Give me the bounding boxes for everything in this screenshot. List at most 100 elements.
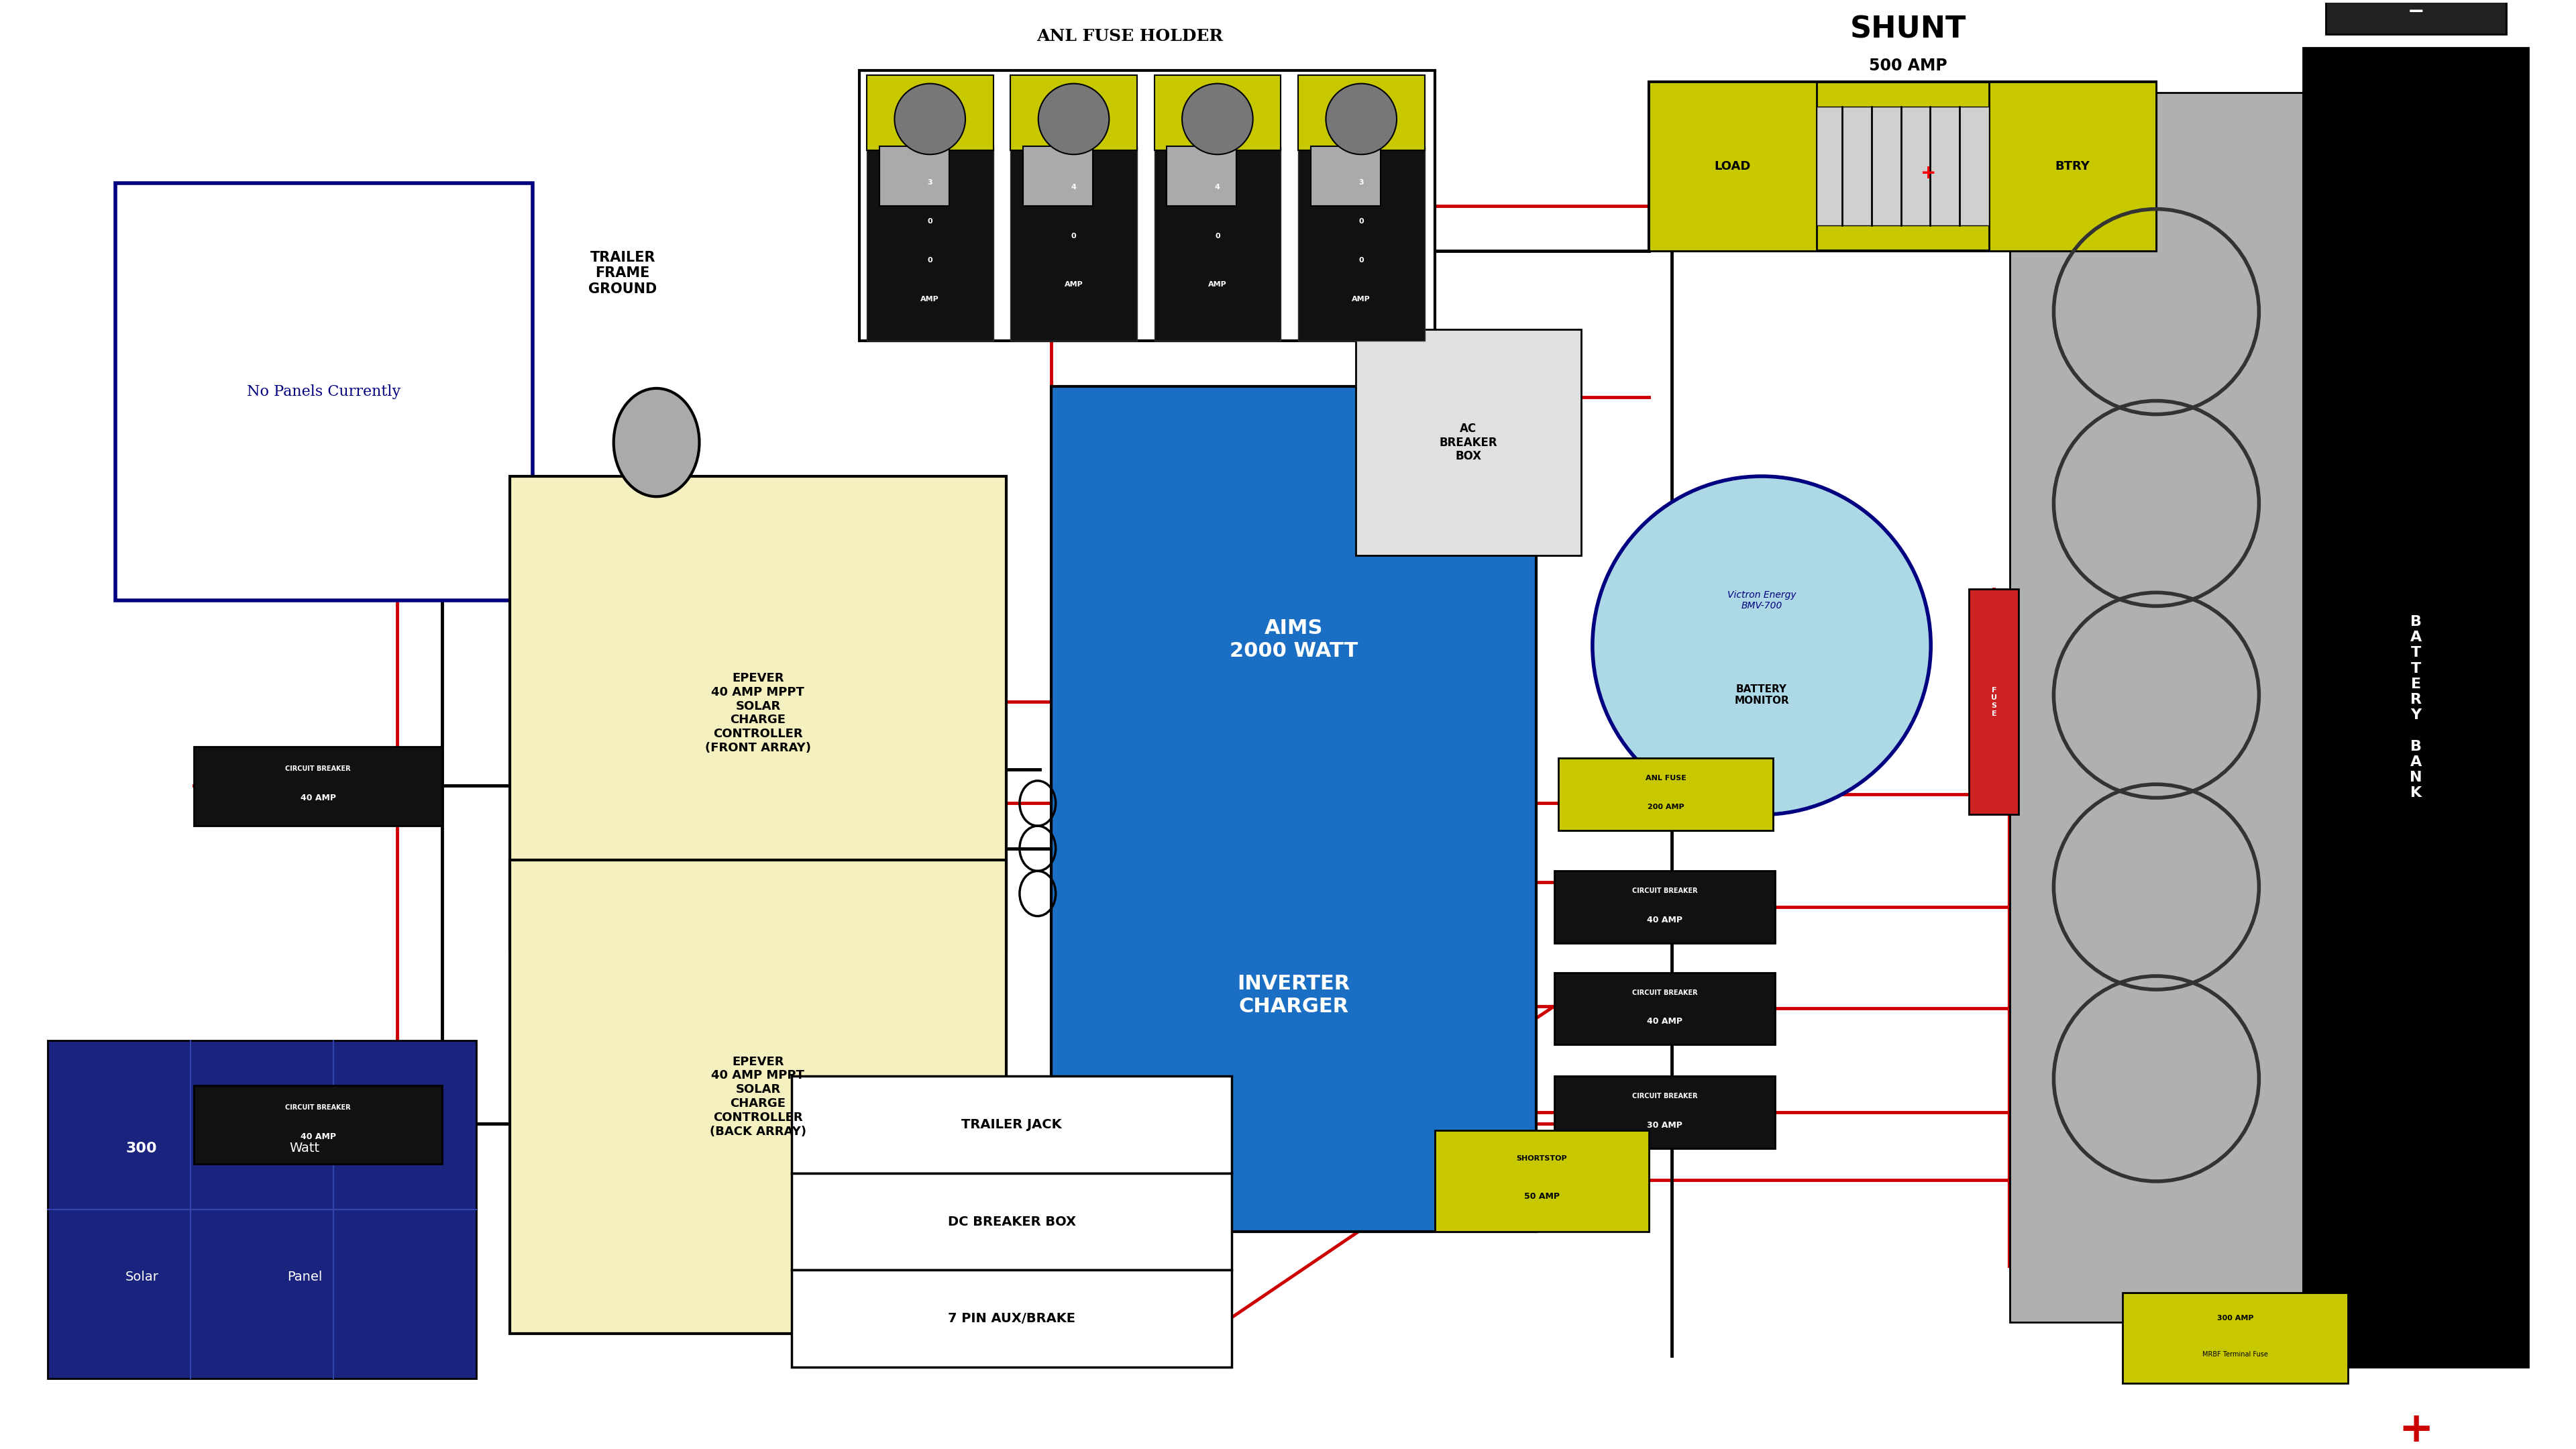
Bar: [2303, 48, 2530, 1368]
Text: TRAILER
FRAME
GROUND: TRAILER FRAME GROUND: [587, 251, 657, 296]
Text: 50 AMP: 50 AMP: [1525, 1193, 1558, 1201]
Circle shape: [1592, 477, 1932, 814]
Text: 0: 0: [1358, 217, 1363, 225]
Text: ANL FUSE: ANL FUSE: [1646, 775, 1687, 782]
Bar: [1311, 146, 1381, 206]
Circle shape: [1038, 84, 1110, 155]
Bar: [2326, 0, 2506, 35]
Text: 0: 0: [927, 256, 933, 264]
Bar: [1298, 146, 1425, 341]
Bar: [1051, 385, 1535, 1232]
Circle shape: [1327, 84, 1396, 155]
Text: CIRCUIT BREAKER: CIRCUIT BREAKER: [286, 1104, 350, 1111]
Text: BTRY: BTRY: [2056, 161, 2089, 172]
Text: 300: 300: [126, 1142, 157, 1155]
Text: Solar: Solar: [126, 1271, 160, 1284]
Bar: [878, 146, 948, 206]
Text: 300 AMP: 300 AMP: [2218, 1314, 2254, 1321]
Text: AC
BREAKER
BOX: AC BREAKER BOX: [1440, 423, 1497, 462]
Text: MRBF Terminal Fuse: MRBF Terminal Fuse: [2202, 1350, 2267, 1358]
Bar: [1355, 330, 1582, 555]
Bar: [866, 75, 994, 151]
Text: EPEVER
40 AMP MPPT
SOLAR
CHARGE
CONTROLLER
(FRONT ARRAY): EPEVER 40 AMP MPPT SOLAR CHARGE CONTROLL…: [706, 672, 811, 753]
Bar: [510, 859, 1007, 1333]
Text: 7 PIN AUX/BRAKE: 7 PIN AUX/BRAKE: [948, 1313, 1074, 1324]
Text: ANL FUSE HOLDER: ANL FUSE HOLDER: [1036, 29, 1224, 45]
Bar: [1154, 75, 1280, 151]
Bar: [1649, 81, 2156, 251]
Text: 3: 3: [1358, 178, 1363, 185]
Circle shape: [894, 84, 966, 155]
Bar: [46, 1040, 477, 1378]
Text: BATTERY
MONITOR: BATTERY MONITOR: [1734, 684, 1790, 706]
Bar: [510, 477, 1007, 951]
Text: CIRCUIT BREAKER: CIRCUIT BREAKER: [1633, 888, 1698, 894]
Bar: [1649, 81, 1816, 251]
Text: 4: 4: [1216, 184, 1221, 190]
Text: 40 AMP: 40 AMP: [301, 794, 335, 803]
Text: CIRCUIT BREAKER: CIRCUIT BREAKER: [1633, 1093, 1698, 1100]
Text: CIRCUIT BREAKER: CIRCUIT BREAKER: [286, 765, 350, 772]
Text: Panel: Panel: [286, 1271, 322, 1284]
Bar: [1010, 146, 1136, 341]
Bar: [2009, 93, 2303, 1321]
Bar: [1010, 75, 1136, 151]
Bar: [1298, 75, 1425, 151]
Bar: [1023, 146, 1092, 206]
Bar: [1553, 972, 1775, 1045]
Bar: [2123, 1293, 2349, 1382]
Text: DC BREAKER BOX: DC BREAKER BOX: [948, 1216, 1077, 1229]
Text: No Panels Currently: No Panels Currently: [247, 384, 402, 398]
Text: 200 AMP: 200 AMP: [1649, 804, 1685, 810]
Text: +: +: [1922, 164, 1937, 183]
Text: AMP: AMP: [1352, 296, 1370, 303]
Text: 0: 0: [1072, 232, 1077, 239]
Bar: [1968, 590, 2020, 814]
Text: INVERTER
CHARGER: INVERTER CHARGER: [1236, 974, 1350, 1016]
Text: 40 AMP: 40 AMP: [1646, 1017, 1682, 1026]
Text: Victron Energy
BMV-700: Victron Energy BMV-700: [1728, 590, 1795, 610]
Text: 0: 0: [1358, 256, 1363, 264]
Text: F
U
S
E: F U S E: [1991, 687, 1996, 717]
Bar: [1553, 1077, 1775, 1149]
Bar: [791, 1174, 1231, 1271]
Text: SHUNT: SHUNT: [1850, 16, 1965, 43]
Bar: [791, 1271, 1231, 1368]
Text: 40 AMP: 40 AMP: [1646, 916, 1682, 924]
Bar: [866, 146, 994, 341]
Bar: [1989, 81, 2156, 251]
Text: 3: 3: [927, 178, 933, 185]
Text: LOAD: LOAD: [1716, 161, 1752, 172]
Bar: [1154, 146, 1280, 341]
Bar: [1558, 758, 1772, 830]
Text: Watt: Watt: [289, 1142, 319, 1155]
Text: AMP: AMP: [1064, 281, 1082, 288]
Text: AIMS
2000 WATT: AIMS 2000 WATT: [1229, 619, 1358, 661]
Text: AMP: AMP: [1208, 281, 1226, 288]
Bar: [1167, 146, 1236, 206]
Text: 30 AMP: 30 AMP: [1646, 1122, 1682, 1130]
Bar: [116, 183, 533, 600]
Text: AMP: AMP: [920, 296, 940, 303]
Bar: [1553, 871, 1775, 943]
Bar: [791, 1077, 1231, 1174]
Circle shape: [1182, 84, 1252, 155]
Text: CIRCUIT BREAKER: CIRCUIT BREAKER: [1633, 990, 1698, 995]
Text: 40 AMP: 40 AMP: [301, 1132, 335, 1140]
Bar: [193, 1085, 443, 1164]
Text: B
A
T
T
E
R
Y
 
B
A
N
K: B A T T E R Y B A N K: [2409, 616, 2421, 800]
Text: 0: 0: [927, 217, 933, 225]
Bar: [860, 71, 1435, 341]
Bar: [193, 746, 443, 826]
Text: TRAILER JACK: TRAILER JACK: [961, 1119, 1061, 1132]
Text: EPEVER
40 AMP MPPT
SOLAR
CHARGE
CONTROLLER
(BACK ARRAY): EPEVER 40 AMP MPPT SOLAR CHARGE CONTROLL…: [708, 1056, 806, 1137]
Text: −: −: [2406, 1, 2424, 22]
Text: +: +: [2398, 1410, 2434, 1449]
Bar: [1435, 1130, 1649, 1232]
Text: 4: 4: [1072, 184, 1077, 190]
Text: 500 AMP: 500 AMP: [1870, 58, 1947, 74]
Text: SHORTSTOP: SHORTSTOP: [1517, 1155, 1566, 1162]
Bar: [1816, 107, 1989, 226]
Ellipse shape: [613, 388, 698, 497]
Text: 0: 0: [1216, 232, 1221, 239]
